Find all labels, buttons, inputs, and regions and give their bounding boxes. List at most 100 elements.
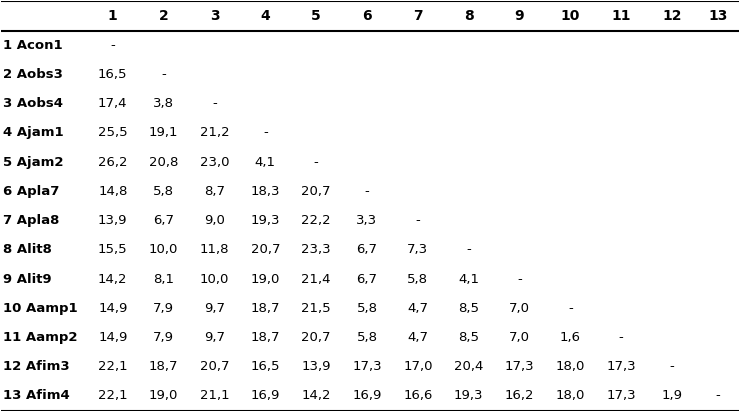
- Text: -: -: [568, 302, 573, 315]
- Text: 4,7: 4,7: [407, 331, 428, 344]
- Text: -: -: [517, 273, 522, 286]
- Text: 5,8: 5,8: [407, 273, 428, 286]
- Text: 18,3: 18,3: [251, 185, 280, 198]
- Text: 1,9: 1,9: [662, 389, 682, 403]
- Text: 13 Afim4: 13 Afim4: [3, 389, 70, 403]
- Text: 20,8: 20,8: [149, 156, 178, 169]
- Text: 23,3: 23,3: [301, 243, 331, 256]
- Text: 22,2: 22,2: [301, 214, 331, 227]
- Text: 2: 2: [159, 9, 169, 23]
- Text: 8,5: 8,5: [458, 302, 480, 315]
- Text: 17,0: 17,0: [403, 360, 433, 373]
- Text: 16,9: 16,9: [251, 389, 280, 403]
- Text: 21,4: 21,4: [301, 273, 331, 286]
- Text: 2 Aobs3: 2 Aobs3: [3, 68, 63, 81]
- Text: 20,4: 20,4: [454, 360, 483, 373]
- Text: 1: 1: [108, 9, 118, 23]
- Text: 6,7: 6,7: [357, 243, 377, 256]
- Text: 8,7: 8,7: [204, 185, 225, 198]
- Text: 18,7: 18,7: [251, 331, 280, 344]
- Text: 8,5: 8,5: [458, 331, 480, 344]
- Text: 16,6: 16,6: [403, 389, 433, 403]
- Text: 3,3: 3,3: [357, 214, 377, 227]
- Text: 21,1: 21,1: [200, 389, 229, 403]
- Text: 5,8: 5,8: [357, 302, 377, 315]
- Text: 19,0: 19,0: [149, 389, 178, 403]
- Text: -: -: [314, 156, 318, 169]
- Text: -: -: [110, 39, 115, 52]
- Text: 18,7: 18,7: [149, 360, 178, 373]
- Text: 12: 12: [662, 9, 682, 23]
- Text: 17,3: 17,3: [505, 360, 534, 373]
- Text: 17,3: 17,3: [606, 360, 636, 373]
- Text: -: -: [263, 126, 268, 139]
- Text: 4,1: 4,1: [255, 156, 276, 169]
- Text: 7,3: 7,3: [407, 243, 428, 256]
- Text: 22,1: 22,1: [98, 360, 127, 373]
- Text: 25,5: 25,5: [98, 126, 127, 139]
- Text: 1 Acon1: 1 Acon1: [3, 39, 62, 52]
- Text: 9: 9: [515, 9, 525, 23]
- Text: 10,0: 10,0: [200, 273, 229, 286]
- Text: 16,5: 16,5: [98, 68, 127, 81]
- Text: 10: 10: [561, 9, 580, 23]
- Text: 5: 5: [312, 9, 321, 23]
- Text: -: -: [670, 360, 674, 373]
- Text: 7: 7: [413, 9, 423, 23]
- Text: 13,9: 13,9: [98, 214, 127, 227]
- Text: 13,9: 13,9: [301, 360, 331, 373]
- Text: 17,4: 17,4: [98, 97, 127, 110]
- Text: -: -: [466, 243, 471, 256]
- Text: 6 Apla7: 6 Apla7: [3, 185, 59, 198]
- Text: 4 Ajam1: 4 Ajam1: [3, 126, 64, 139]
- Text: 7 Apla8: 7 Apla8: [3, 214, 59, 227]
- Text: 11,8: 11,8: [200, 243, 229, 256]
- Text: 21,2: 21,2: [200, 126, 229, 139]
- Text: 12 Afim3: 12 Afim3: [3, 360, 70, 373]
- Text: 19,3: 19,3: [454, 389, 483, 403]
- Text: 3: 3: [209, 9, 219, 23]
- Text: 16,5: 16,5: [251, 360, 280, 373]
- Text: -: -: [619, 331, 624, 344]
- Text: 14,8: 14,8: [98, 185, 127, 198]
- Text: 8: 8: [464, 9, 474, 23]
- Text: 18,7: 18,7: [251, 302, 280, 315]
- Text: 20,7: 20,7: [301, 331, 331, 344]
- Text: 3,8: 3,8: [153, 97, 174, 110]
- Text: 4,7: 4,7: [407, 302, 428, 315]
- Text: 15,5: 15,5: [98, 243, 127, 256]
- Text: -: -: [716, 389, 721, 403]
- Text: 20,7: 20,7: [251, 243, 280, 256]
- Text: 7,0: 7,0: [509, 302, 530, 315]
- Text: 1,6: 1,6: [560, 331, 581, 344]
- Text: 5,8: 5,8: [357, 331, 377, 344]
- Text: 8 Alit8: 8 Alit8: [3, 243, 52, 256]
- Text: 20,7: 20,7: [200, 360, 229, 373]
- Text: 26,2: 26,2: [98, 156, 127, 169]
- Text: 16,9: 16,9: [352, 389, 382, 403]
- Text: 7,0: 7,0: [509, 331, 530, 344]
- Text: 9,7: 9,7: [204, 331, 225, 344]
- Text: 14,2: 14,2: [98, 273, 127, 286]
- Text: 21,5: 21,5: [301, 302, 331, 315]
- Text: -: -: [415, 214, 420, 227]
- Text: 20,7: 20,7: [301, 185, 331, 198]
- Text: 18,0: 18,0: [556, 389, 585, 403]
- Text: 14,9: 14,9: [98, 331, 127, 344]
- Text: -: -: [212, 97, 217, 110]
- Text: 23,0: 23,0: [200, 156, 229, 169]
- Text: 22,1: 22,1: [98, 389, 127, 403]
- Text: 6,7: 6,7: [153, 214, 174, 227]
- Text: 17,3: 17,3: [352, 360, 382, 373]
- Text: 14,9: 14,9: [98, 302, 127, 315]
- Text: 11: 11: [611, 9, 631, 23]
- Text: 9 Alit9: 9 Alit9: [3, 273, 52, 286]
- Text: 10 Aamp1: 10 Aamp1: [3, 302, 78, 315]
- Text: 5,8: 5,8: [153, 185, 174, 198]
- Text: 4,1: 4,1: [458, 273, 480, 286]
- Text: -: -: [161, 68, 166, 81]
- Text: 10,0: 10,0: [149, 243, 178, 256]
- Text: 3 Aobs4: 3 Aobs4: [3, 97, 63, 110]
- Text: 9,7: 9,7: [204, 302, 225, 315]
- Text: 19,0: 19,0: [251, 273, 280, 286]
